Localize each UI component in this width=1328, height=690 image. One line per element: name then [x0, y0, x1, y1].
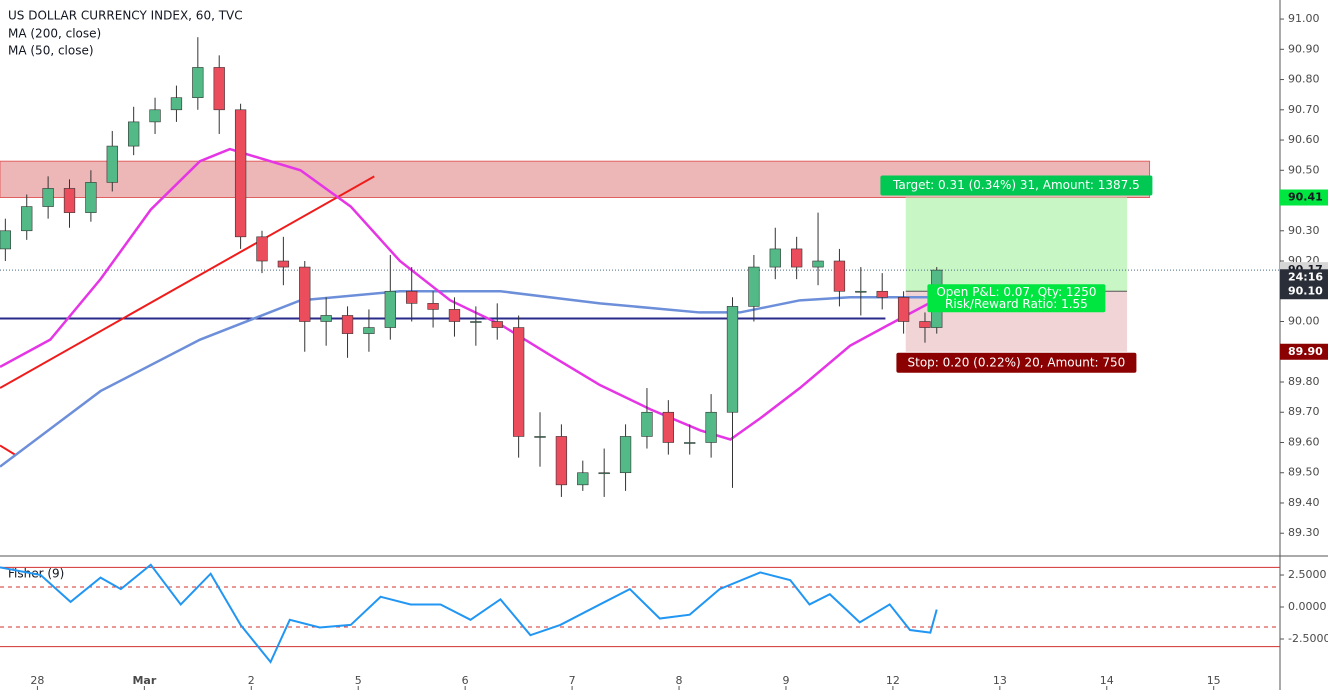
y-tick-label: 90.00	[1288, 315, 1320, 328]
candle-body	[833, 260, 846, 292]
y-tick-label: 90.30	[1288, 224, 1320, 237]
y-tick-label: 89.50	[1288, 466, 1320, 479]
price-label: 90.10	[1288, 284, 1323, 297]
x-tick-label: 12	[886, 674, 900, 687]
y-tick-label: 89.70	[1288, 405, 1320, 418]
x-tick-label: 9	[782, 674, 789, 687]
candle-body	[684, 442, 696, 444]
candle-body	[512, 327, 525, 437]
pnl-label-box	[927, 284, 1106, 313]
candle-body	[192, 67, 204, 98]
price-label-box	[1280, 189, 1328, 206]
price-label-box	[1280, 343, 1328, 360]
target-area	[905, 197, 1128, 292]
x-tick-label: 28	[30, 674, 44, 687]
stop-label-box	[896, 352, 1137, 373]
candle-body	[170, 97, 183, 111]
candle-body	[705, 411, 717, 443]
candle-body	[555, 436, 568, 486]
moving-average	[0, 290, 935, 468]
y-tick-label: 89.80	[1288, 375, 1320, 388]
candle-body	[470, 321, 482, 323]
candle-body	[106, 145, 118, 183]
candle-body	[448, 309, 461, 322]
candle-body	[234, 109, 247, 238]
chart-title: US DOLLAR CURRENCY INDEX, 60, TVC	[8, 9, 243, 23]
candle-body	[42, 188, 54, 207]
candle-body	[897, 297, 910, 322]
y-tick-label: 90.70	[1288, 103, 1320, 116]
candle-body	[21, 206, 33, 232]
candle-body	[320, 315, 332, 322]
y-tick-label: 89.30	[1288, 526, 1320, 539]
pnl-label: Open P&L: 0.07, Qty: 1250	[936, 285, 1096, 299]
fisher-line	[0, 563, 938, 664]
candle-body	[427, 303, 439, 310]
trendline	[0, 444, 16, 456]
candle-body	[85, 182, 97, 213]
candle-body	[384, 290, 396, 328]
trendline	[0, 175, 375, 389]
price-label-box	[1280, 269, 1328, 300]
y-tick-label: 90.60	[1288, 133, 1320, 146]
candle-body	[256, 236, 268, 262]
y-tick-label: 89.40	[1288, 496, 1320, 509]
y-tick-label: 90.80	[1288, 73, 1320, 86]
candle-body	[641, 411, 653, 437]
pnl-label: Risk/Reward Ratio: 1.55	[945, 297, 1088, 311]
x-tick-label: 5	[355, 674, 362, 687]
countdown: 24:16	[1288, 270, 1323, 283]
candle-body	[598, 472, 610, 475]
candle-body	[0, 230, 11, 250]
stop-label: Stop: 0.20 (0.22%) 20, Amount: 750	[908, 355, 1126, 369]
candle-body	[812, 260, 824, 268]
candle-body	[341, 315, 354, 334]
price-label: 90.41	[1288, 191, 1323, 204]
candle-body	[363, 327, 375, 334]
candle-body	[748, 266, 760, 307]
candle-body	[619, 436, 632, 474]
candle-body	[63, 188, 76, 213]
candle-body	[277, 260, 290, 268]
y-tick-label: 2.5000	[1288, 568, 1327, 581]
y-tick-label: 89.60	[1288, 435, 1320, 448]
x-tick-label: 2	[248, 674, 255, 687]
legend-entry: MA (50, close)	[8, 44, 94, 58]
x-tick-label: 6	[462, 674, 469, 687]
candle-body	[876, 290, 888, 298]
legend-entry: MA (200, close)	[8, 27, 101, 41]
x-tick-label: 15	[1207, 674, 1221, 687]
candle-body	[149, 109, 161, 123]
x-tick-label: 14	[1100, 674, 1114, 687]
candle-body	[662, 411, 674, 443]
candle-body	[491, 321, 503, 328]
candle-body	[919, 321, 931, 328]
x-tick-label: 13	[993, 674, 1007, 687]
candle-body	[128, 121, 140, 147]
target-label: Target: 0.31 (0.34%) 31, Amount: 1387.5	[892, 178, 1140, 192]
target-label-box	[880, 175, 1153, 196]
candle-body	[299, 266, 311, 322]
x-tick-label: 7	[569, 674, 576, 687]
price-label: 89.90	[1288, 345, 1323, 358]
candle-body	[855, 290, 867, 293]
candle-body	[534, 436, 546, 438]
candle-body	[769, 248, 781, 268]
candle-body	[213, 67, 225, 111]
candle-body	[577, 472, 589, 486]
x-tick-label: Mar	[132, 674, 156, 687]
y-tick-label: 91.00	[1288, 12, 1320, 25]
candle-body	[726, 306, 739, 413]
y-tick-label: 90.50	[1288, 163, 1320, 176]
candle-body	[791, 248, 803, 268]
candle-body	[406, 290, 418, 304]
x-tick-label: 8	[676, 674, 683, 687]
y-tick-label: 90.90	[1288, 42, 1320, 55]
y-tick-label: 0.0000	[1288, 600, 1327, 613]
y-tick-label: -2.5000	[1288, 632, 1328, 645]
